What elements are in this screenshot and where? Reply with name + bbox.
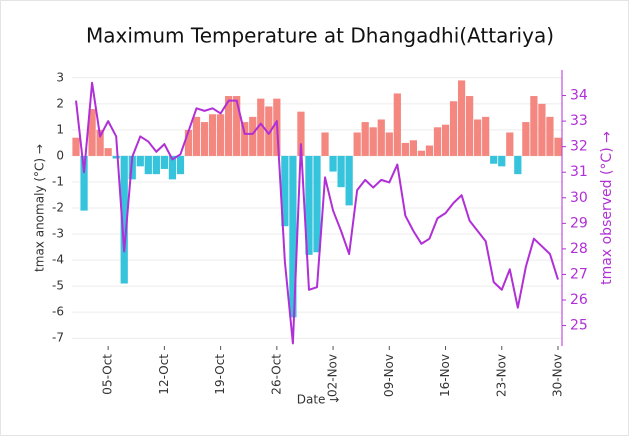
- bar: [417, 150, 426, 156]
- chart-title: Maximum Temperature at Dhangadhi(Attariy…: [86, 24, 554, 48]
- y2-tick-label: 34: [570, 88, 588, 104]
- bar: [369, 127, 377, 156]
- x-tick-label: 30-Nov: [550, 354, 564, 397]
- bar: [233, 96, 241, 156]
- y2-tick-label: 30: [570, 190, 588, 206]
- bar: [152, 155, 160, 175]
- x-tick-label: 23-Nov: [494, 354, 508, 397]
- bar: [289, 155, 297, 318]
- y2-tick-label: 25: [570, 318, 588, 334]
- y-tick-label: -7: [52, 331, 64, 345]
- x-tick-label: 09-Nov: [382, 354, 396, 397]
- bar: [401, 142, 409, 156]
- y-tick-label: -5: [52, 279, 64, 293]
- y2-tick-label: 29: [570, 215, 588, 231]
- bar: [506, 132, 514, 156]
- bar: [104, 148, 112, 156]
- bar: [168, 155, 177, 180]
- bar: [554, 137, 562, 156]
- x-tick-label: 12-Oct: [157, 354, 171, 395]
- bar: [530, 96, 538, 156]
- y2-tick-label: 26: [570, 292, 588, 308]
- y2-tick-label: 27: [570, 266, 588, 282]
- bar: [160, 155, 168, 169]
- bar: [514, 155, 522, 175]
- bar: [144, 155, 152, 175]
- x-tick-label: 02-Nov: [326, 354, 340, 397]
- bar: [329, 155, 337, 172]
- bar: [112, 155, 120, 159]
- y-tick-label: 1: [56, 122, 64, 136]
- bar: [208, 114, 217, 156]
- x-tick-label: 26-Oct: [269, 354, 283, 395]
- bar: [433, 127, 442, 156]
- y-axis-label: tmax anomaly (°C) →: [33, 144, 47, 272]
- bar: [457, 80, 466, 156]
- bar: [88, 109, 96, 156]
- bar: [192, 116, 201, 156]
- bar: [257, 98, 265, 156]
- bar: [449, 101, 458, 156]
- bar: [538, 103, 546, 156]
- bar: [425, 145, 434, 156]
- bar: [361, 122, 369, 156]
- bar: [120, 155, 128, 284]
- y2-tick-label: 33: [570, 113, 588, 129]
- bar: [216, 114, 225, 156]
- y2-tick-label: 31: [570, 164, 588, 180]
- bar: [466, 96, 474, 156]
- y2-axis-label: tmax observed (°C) →: [599, 131, 615, 285]
- y-tick-label: -2: [52, 201, 64, 215]
- y-tick-label: -6: [52, 305, 64, 319]
- bar: [441, 124, 450, 156]
- bar: [184, 129, 193, 156]
- bar: [337, 155, 345, 188]
- bar: [393, 93, 401, 156]
- bar: [385, 132, 393, 156]
- bar: [409, 140, 418, 156]
- x-tick-label: 16-Nov: [438, 354, 452, 397]
- bar: [225, 96, 233, 156]
- y-tick-label: 0: [56, 148, 64, 162]
- bar: [321, 132, 329, 156]
- bar: [305, 155, 313, 255]
- bar: [80, 155, 88, 211]
- y-tick-label: -3: [52, 227, 64, 241]
- bar: [353, 132, 361, 156]
- bar: [482, 116, 490, 156]
- bar: [546, 116, 554, 156]
- x-axis-label: Date →: [297, 393, 340, 407]
- bar: [490, 155, 498, 164]
- bar: [176, 155, 185, 175]
- x-tick-label: 19-Oct: [213, 354, 227, 395]
- bar: [498, 155, 506, 167]
- bar: [200, 122, 209, 156]
- bar: [377, 119, 385, 156]
- y2-tick-label: 32: [570, 139, 588, 155]
- bar: [72, 137, 80, 156]
- bar: [281, 155, 289, 227]
- bar: [96, 129, 104, 156]
- y-tick-label: 3: [56, 70, 64, 84]
- bar: [136, 155, 144, 167]
- y-tick-label: 2: [56, 96, 64, 110]
- bar: [297, 111, 305, 156]
- bar: [265, 106, 273, 156]
- y-tick-label: -4: [52, 253, 64, 267]
- bar: [249, 116, 257, 156]
- bar: [241, 122, 249, 156]
- bar: [474, 119, 482, 156]
- bar: [313, 155, 321, 253]
- line: [75, 81, 559, 345]
- bar: [522, 122, 530, 156]
- x-tick-label: 05-Oct: [101, 354, 115, 395]
- y-tick-label: -1: [52, 174, 64, 188]
- y2-tick-label: 28: [570, 241, 588, 257]
- bar: [345, 155, 353, 206]
